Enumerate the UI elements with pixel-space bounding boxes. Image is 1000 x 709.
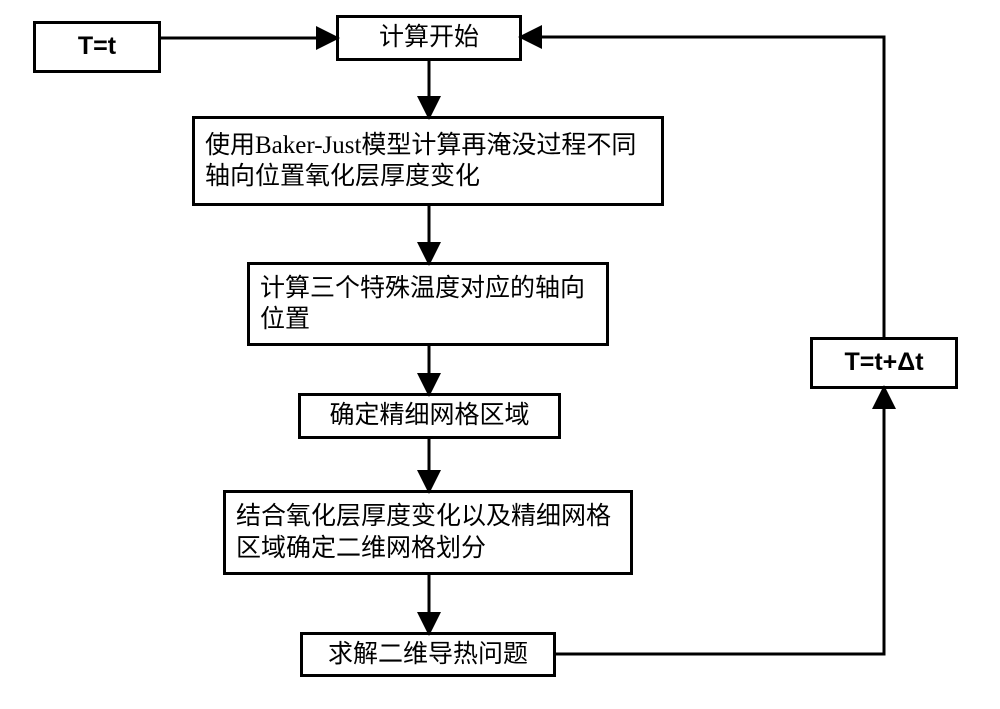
node-solve: 求解二维导热问题: [300, 632, 556, 677]
flowchart-canvas: T=t 计算开始 使用Baker-Just模型计算再淹没过程不同轴向位置氧化层厚…: [0, 0, 1000, 709]
node-solve-label: 求解二维导热问题: [303, 635, 553, 674]
node-start-label: 计算开始: [339, 18, 519, 57]
node-step: T=t+Δt: [810, 337, 958, 389]
node-temps: 计算三个特殊温度对应的轴向位置: [247, 262, 609, 346]
node-mesh: 结合氧化层厚度变化以及精细网格区域确定二维网格划分: [223, 490, 633, 575]
node-mesh-label: 结合氧化层厚度变化以及精细网格区域确定二维网格划分: [226, 497, 630, 568]
node-fine: 确定精细网格区域: [298, 393, 561, 439]
node-start: 计算开始: [336, 15, 522, 61]
node-init-label: T=t: [36, 27, 158, 66]
node-fine-label: 确定精细网格区域: [301, 396, 558, 435]
node-baker-label: 使用Baker-Just模型计算再淹没过程不同轴向位置氧化层厚度变化: [195, 126, 661, 197]
node-init: T=t: [33, 21, 161, 73]
node-step-label: T=t+Δt: [813, 343, 955, 382]
node-temps-label: 计算三个特殊温度对应的轴向位置: [250, 269, 606, 340]
node-baker: 使用Baker-Just模型计算再淹没过程不同轴向位置氧化层厚度变化: [192, 116, 664, 206]
